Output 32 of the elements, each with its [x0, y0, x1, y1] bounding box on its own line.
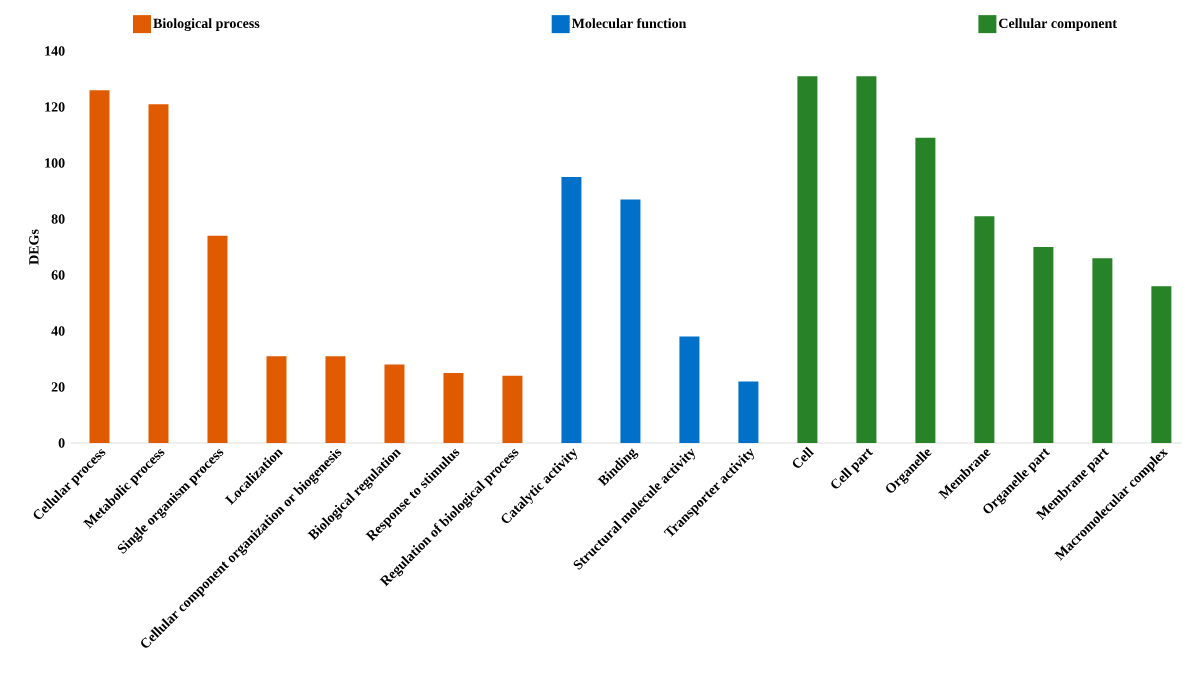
bar: [325, 356, 346, 443]
bar: [266, 356, 287, 443]
bar: [89, 90, 110, 443]
bar: [207, 235, 228, 443]
bar: [915, 137, 936, 443]
y-axis-title: DEGs: [29, 229, 39, 265]
bar: [620, 199, 641, 443]
y-tick-label: 140: [45, 46, 65, 56]
y-tick-label: 120: [45, 102, 65, 112]
legend-label: Cellular component: [999, 18, 1117, 31]
bar: [561, 177, 582, 443]
bar: [384, 364, 405, 443]
y-tick-label: 100: [45, 158, 65, 168]
x-tick-label: Cell: [792, 446, 815, 468]
legend-label: Molecular function: [571, 18, 687, 29]
bar: [797, 76, 818, 443]
y-tick-label: 80: [51, 214, 65, 224]
bar: [974, 216, 995, 443]
bar: [679, 336, 700, 443]
bar: [856, 76, 877, 443]
y-tick-label: 20: [51, 382, 65, 392]
bar: [1033, 247, 1054, 443]
bar: [148, 104, 169, 443]
y-tick-label: 60: [51, 270, 65, 280]
bar: [502, 375, 523, 443]
y-tick-label: 0: [58, 438, 65, 448]
bar: [1092, 258, 1113, 443]
legend-label: Biological process: [153, 18, 260, 32]
bar: [443, 373, 464, 443]
y-tick-label: 40: [51, 326, 65, 336]
bar: [1151, 286, 1172, 443]
bar: [738, 381, 759, 443]
